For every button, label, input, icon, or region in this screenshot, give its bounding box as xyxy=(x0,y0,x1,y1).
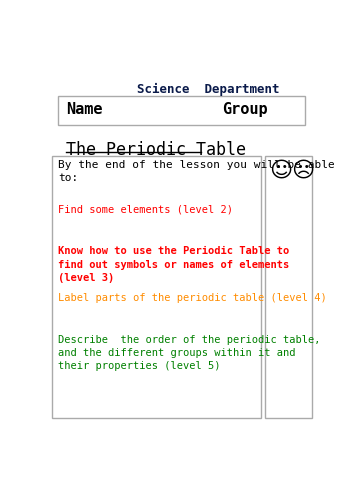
FancyBboxPatch shape xyxy=(265,156,312,418)
Text: Group: Group xyxy=(223,102,268,118)
Text: By the end of the lesson you will be able
to:: By the end of the lesson you will be abl… xyxy=(58,160,335,184)
Text: Name: Name xyxy=(66,102,102,118)
FancyBboxPatch shape xyxy=(58,96,305,126)
Text: Know how to use the Periodic Table to
find out symbols or names of elements
(lev: Know how to use the Periodic Table to fi… xyxy=(58,246,290,283)
Text: ☹: ☹ xyxy=(291,160,314,180)
Text: Science  Department: Science Department xyxy=(137,83,280,96)
Text: Label parts of the periodic table (level 4): Label parts of the periodic table (level… xyxy=(58,292,327,302)
Text: ☺: ☺ xyxy=(269,160,292,180)
Text: Describe  the order of the periodic table,
and the different groups within it an: Describe the order of the periodic table… xyxy=(58,335,321,372)
Text: Find some elements (level 2): Find some elements (level 2) xyxy=(58,205,233,215)
FancyBboxPatch shape xyxy=(52,156,261,418)
Text: The Periodic Table: The Periodic Table xyxy=(66,141,246,159)
